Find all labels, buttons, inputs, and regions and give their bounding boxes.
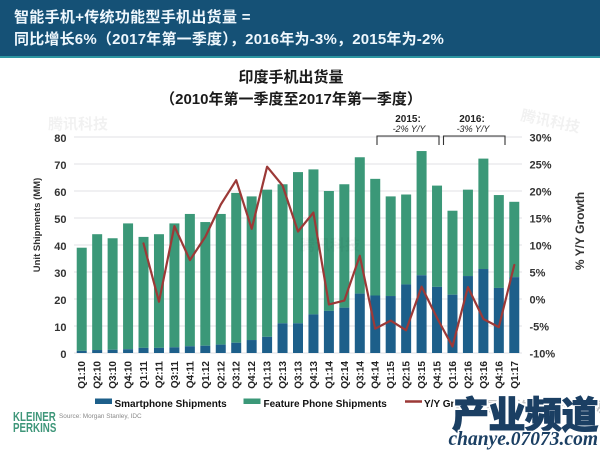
svg-text:chanye.07073.com: chanye.07073.com [449, 429, 598, 450]
svg-text:Q1:12: Q1:12 [201, 361, 212, 389]
svg-text:中文最大的手机游戏网站: 中文最大的手机游戏网站 [455, 399, 600, 415]
svg-text:2016:: 2016: [459, 114, 485, 125]
svg-text:20: 20 [54, 295, 66, 307]
svg-text:-2% Y/Y: -2% Y/Y [393, 124, 427, 134]
svg-text:Q4:12: Q4:12 [247, 361, 258, 389]
svg-text:10%: 10% [530, 241, 552, 253]
svg-text:腾讯科技: 腾讯科技 [300, 236, 360, 254]
svg-text:腾讯科技: 腾讯科技 [48, 115, 108, 133]
svg-text:Y/Y Growth: Y/Y Growth [424, 399, 478, 410]
svg-text:Q1:16: Q1:16 [448, 361, 459, 389]
svg-text:Q3:12: Q3:12 [232, 361, 243, 389]
svg-text:Q2:10: Q2:10 [93, 361, 104, 389]
svg-text:Q3:13: Q3:13 [294, 361, 305, 389]
svg-text:Q2:13: Q2:13 [278, 361, 289, 389]
svg-text:Q2:11: Q2:11 [155, 361, 166, 389]
svg-text:80: 80 [54, 133, 66, 145]
svg-text:Q1:11: Q1:11 [139, 361, 150, 389]
svg-text:40: 40 [54, 241, 66, 253]
svg-text:25%: 25% [530, 160, 552, 172]
svg-text:Q4:16: Q4:16 [494, 361, 505, 389]
svg-text:Q2:16: Q2:16 [463, 361, 474, 389]
svg-text:70: 70 [54, 160, 66, 172]
svg-text:Q1:14: Q1:14 [324, 361, 335, 389]
svg-text:Q4:10: Q4:10 [124, 361, 135, 389]
svg-text:Q3:14: Q3:14 [355, 361, 366, 389]
svg-text:50: 50 [54, 214, 66, 226]
svg-text:60: 60 [54, 187, 66, 199]
svg-text:0%: 0% [530, 295, 546, 307]
svg-text:0: 0 [60, 349, 66, 361]
svg-text:Q3:11: Q3:11 [170, 361, 181, 389]
svg-text:Smartphone Shipments: Smartphone Shipments [115, 399, 228, 410]
svg-text:Q2:15: Q2:15 [402, 361, 413, 389]
svg-text:Q3:15: Q3:15 [417, 361, 428, 389]
svg-text:Q1:17: Q1:17 [510, 361, 521, 389]
svg-text:% Y/Y Growth: % Y/Y Growth [573, 192, 587, 270]
svg-text:-3% Y/Y: -3% Y/Y [457, 124, 491, 134]
svg-text:20%: 20% [530, 187, 552, 199]
svg-text:Q1:13: Q1:13 [263, 361, 274, 389]
svg-text:Q1:10: Q1:10 [77, 361, 88, 389]
svg-text:Q4:13: Q4:13 [309, 361, 320, 389]
svg-text:产业频道: 产业频道 [452, 395, 598, 436]
svg-text:Q2:12: Q2:12 [216, 361, 227, 389]
svg-text:30: 30 [54, 268, 66, 280]
svg-text:-5%: -5% [530, 322, 550, 334]
svg-text:Feature Phone Shipments: Feature Phone Shipments [264, 399, 388, 410]
svg-text:Q3:16: Q3:16 [479, 361, 490, 389]
svg-text:5%: 5% [530, 268, 546, 280]
svg-text:产业频道: 产业频道 [452, 395, 598, 436]
svg-text:30%: 30% [530, 133, 552, 145]
svg-text:2015:: 2015: [395, 114, 421, 125]
svg-text:Q3:10: Q3:10 [108, 361, 119, 389]
svg-text:Q4:11: Q4:11 [185, 361, 196, 389]
svg-text:Q4:14: Q4:14 [371, 361, 382, 389]
svg-text:-10%: -10% [530, 349, 556, 361]
svg-text:10: 10 [54, 322, 66, 334]
svg-text:Q1:15: Q1:15 [386, 361, 397, 389]
svg-text:Q4:15: Q4:15 [433, 361, 444, 389]
svg-text:Unit Shipments (MM): Unit Shipments (MM) [32, 178, 43, 272]
svg-text:15%: 15% [530, 214, 552, 226]
svg-text:Q2:14: Q2:14 [340, 361, 351, 389]
